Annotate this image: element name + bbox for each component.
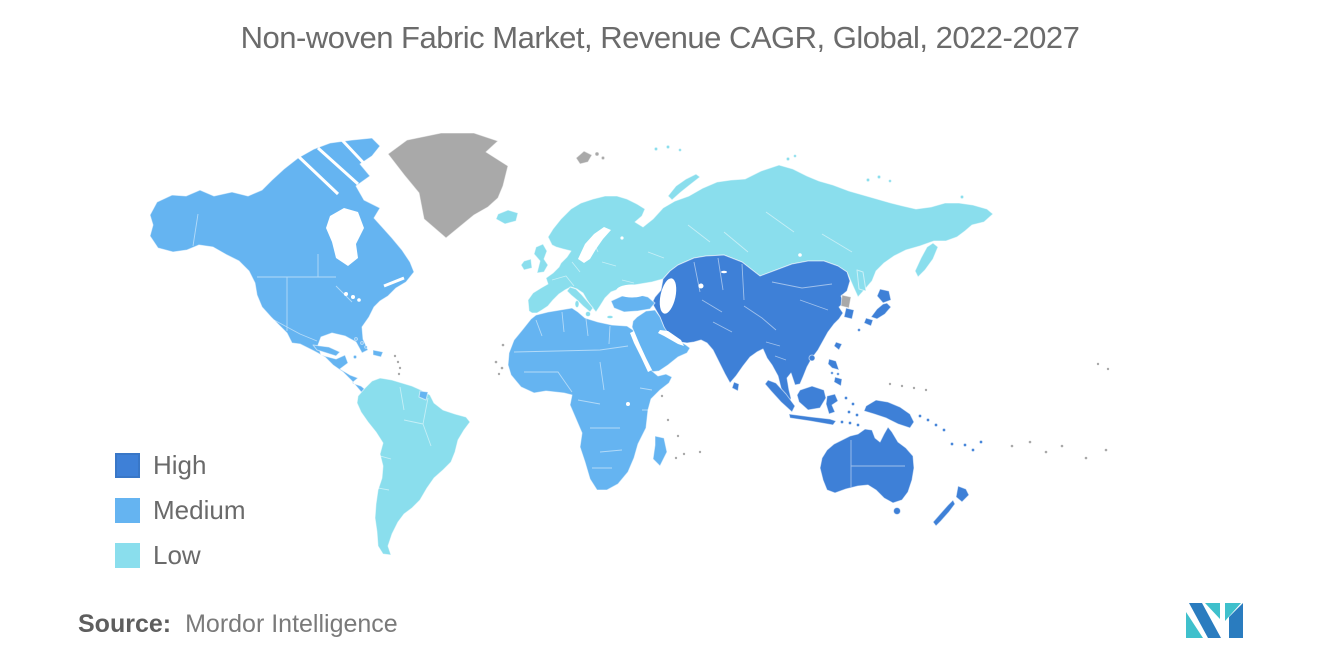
mordor-intelligence-logo-mark bbox=[1186, 603, 1243, 638]
new-zealand-south bbox=[932, 499, 956, 527]
aral-sea bbox=[698, 283, 704, 289]
lake-ladoga bbox=[620, 236, 624, 240]
philippines-luzon bbox=[827, 358, 840, 371]
crete bbox=[606, 315, 614, 319]
country-borders bbox=[192, 211, 905, 491]
lake-balkhash bbox=[721, 270, 727, 274]
madagascar bbox=[652, 435, 668, 467]
region-south-america bbox=[356, 377, 471, 556]
legend-item-medium: Medium bbox=[115, 495, 245, 526]
sakhalin bbox=[856, 269, 867, 292]
sicily bbox=[585, 311, 591, 317]
franz-josef-land bbox=[653, 146, 659, 152]
java bbox=[788, 413, 837, 426]
logo-blue-left-stroke bbox=[1189, 603, 1221, 638]
legend-swatch-low bbox=[115, 543, 140, 568]
south-korea bbox=[843, 307, 855, 320]
mordor-intelligence-logo bbox=[1186, 602, 1246, 644]
legend-swatch-medium bbox=[115, 498, 140, 523]
region-greenland bbox=[387, 132, 509, 239]
cuba bbox=[312, 344, 341, 357]
solomons bbox=[917, 413, 923, 419]
hainan bbox=[808, 354, 816, 362]
new-zealand-north bbox=[955, 485, 970, 503]
hispaniola bbox=[372, 349, 384, 358]
moluccas bbox=[843, 395, 849, 401]
region-africa bbox=[507, 307, 673, 491]
bahamas bbox=[354, 337, 358, 341]
arctic-channels bbox=[296, 138, 405, 288]
french-guiana bbox=[418, 390, 429, 401]
kamchatka bbox=[914, 242, 939, 278]
borneo bbox=[796, 385, 827, 411]
new-guinea bbox=[863, 399, 915, 429]
sulawesi bbox=[825, 393, 839, 415]
legend-label-low: Low bbox=[153, 540, 201, 570]
philippines-mindanao bbox=[833, 376, 843, 387]
sea-overlays bbox=[296, 138, 802, 406]
united-kingdom bbox=[533, 243, 549, 274]
legend-label-medium: Medium bbox=[153, 495, 246, 525]
lake-victoria bbox=[626, 402, 630, 406]
persian-gulf bbox=[658, 330, 684, 346]
region-north-america bbox=[149, 137, 415, 394]
japan-hokkaido bbox=[876, 288, 892, 304]
logo-teal-right-triangle bbox=[1225, 603, 1241, 621]
source-value: Mordor Intelligence bbox=[185, 610, 398, 638]
lake-baikal bbox=[798, 253, 802, 257]
black-sea bbox=[616, 284, 648, 298]
sumatra bbox=[764, 379, 796, 413]
legend-item-low: Low bbox=[115, 540, 245, 571]
svalbard bbox=[575, 150, 593, 165]
sardinia bbox=[574, 300, 580, 308]
legend-swatch-high bbox=[115, 453, 140, 478]
north-korea bbox=[840, 294, 852, 309]
iceland bbox=[495, 209, 519, 225]
japan-honshu bbox=[870, 302, 892, 320]
legend: High Medium Low bbox=[115, 450, 245, 571]
taiwan bbox=[833, 341, 843, 351]
sri-lanka bbox=[731, 381, 740, 392]
jamaica bbox=[352, 354, 358, 360]
source-label: Source: bbox=[78, 610, 172, 638]
japan-kyushu bbox=[863, 317, 874, 327]
region-australia bbox=[819, 426, 915, 504]
lesser-sunda bbox=[839, 419, 845, 425]
tasmania bbox=[893, 507, 901, 515]
region-asia-high bbox=[651, 254, 851, 408]
caspian-sea bbox=[659, 278, 677, 314]
vanuatu-fiji bbox=[949, 441, 955, 447]
red-sea bbox=[630, 331, 652, 372]
logo-teal-left-triangle bbox=[1186, 612, 1203, 638]
novaya-zemlya bbox=[667, 173, 701, 201]
okinawa bbox=[857, 328, 861, 332]
ireland bbox=[520, 258, 533, 271]
wrangel-island bbox=[959, 194, 965, 200]
legend-item-high: High bbox=[115, 450, 245, 481]
baltic-sea bbox=[578, 227, 611, 263]
legend-label-high: High bbox=[153, 450, 207, 480]
logo-teal-mid-triangle bbox=[1205, 603, 1220, 619]
severnaya-zemlya bbox=[785, 156, 791, 162]
new-siberian-islands bbox=[865, 177, 871, 183]
hudson-bay bbox=[326, 208, 364, 266]
islands bbox=[312, 144, 984, 527]
logo-blue-right-stroke bbox=[1229, 603, 1243, 638]
chart-title: Non-woven Fabric Market, Revenue CAGR, G… bbox=[240, 20, 1080, 55]
island-specks bbox=[393, 343, 1110, 460]
source-line: Source: Mordor Intelligence bbox=[78, 610, 398, 639]
